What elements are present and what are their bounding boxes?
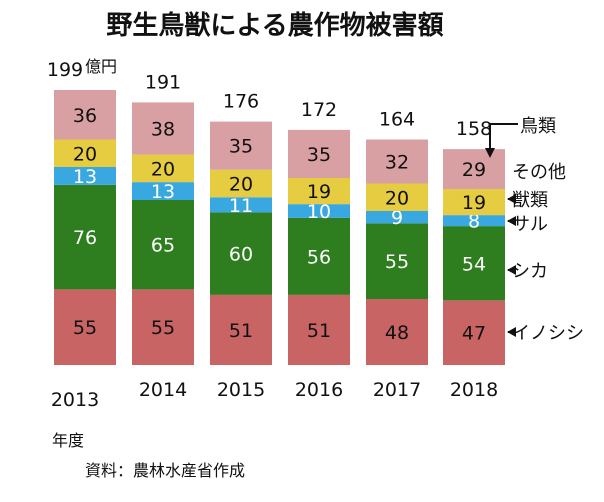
- legend-arrow-line: [489, 123, 518, 154]
- bar-segment-鳥類-2018: [443, 149, 505, 189]
- bar-segment-サル-2013: [54, 167, 116, 185]
- legend-label: サル: [512, 214, 548, 235]
- segment-value-label: 11: [229, 195, 253, 217]
- legend-arrow-head: [485, 148, 495, 158]
- segment-value-label: 35: [229, 136, 253, 158]
- source-note: 資料：農林水産省作成: [85, 461, 245, 480]
- bar-segment-獣類-2014: [132, 154, 194, 183]
- bars-group: 5576132036199201355651320381912014516011…: [47, 59, 505, 411]
- legend-label: 獣類: [512, 190, 548, 211]
- segment-value-label: 29: [462, 159, 486, 181]
- bar-segment-鳥類-2017: [366, 139, 428, 184]
- x-tick-label: 2018: [450, 379, 498, 401]
- bar-segment-鳥類-2016: [288, 129, 350, 178]
- bar-segment-サル-2015: [210, 197, 272, 213]
- x-tick-label: 2015: [217, 379, 265, 401]
- x-tick-label: 2016: [295, 379, 343, 401]
- x-tick-label: 2017: [373, 379, 421, 401]
- segment-value-label: 32: [385, 152, 409, 174]
- bar-segment-シカ-2018: [443, 226, 505, 301]
- bar-segment-シカ-2016: [288, 217, 350, 295]
- bar-segment-サル-2018: [443, 215, 505, 227]
- legend-label: シカ: [512, 261, 548, 282]
- segment-value-label: 47: [462, 323, 486, 345]
- segment-value-label: 55: [73, 317, 97, 339]
- bar-total-label: 158: [456, 118, 492, 140]
- bar-segment-シカ-2015: [210, 212, 272, 295]
- bar-segment-シカ-2013: [54, 184, 116, 290]
- bar-segment-イノシシ-2017: [366, 299, 428, 365]
- bar-segment-鳥類-2015: [210, 121, 272, 170]
- segment-value-label: 20: [73, 143, 97, 165]
- legend-label: イノシシ: [512, 323, 584, 344]
- segment-value-label: 36: [73, 105, 97, 127]
- segment-value-label: 56: [307, 246, 331, 268]
- segment-value-label: 48: [385, 322, 409, 344]
- bar-segment-鳥類-2014: [132, 102, 194, 155]
- segment-value-label: 55: [151, 317, 175, 339]
- bar-segment-サル-2014: [132, 182, 194, 200]
- bar-total-label: 199: [47, 59, 83, 81]
- segment-value-label: 51: [307, 320, 331, 342]
- bar-segment-イノシシ-2015: [210, 294, 272, 365]
- chart-title: 野生鳥獣による農作物被害額: [106, 10, 443, 41]
- bar-total-label: 176: [223, 91, 259, 113]
- bar-segment-イノシシ-2013: [54, 289, 116, 365]
- bar-segment-獣類-2018: [443, 189, 505, 216]
- bar-segment-獣類-2017: [366, 183, 428, 211]
- legend-arrow-head: [507, 194, 516, 204]
- bar-segment-イノシシ-2014: [132, 289, 194, 365]
- legend-arrow-head: [507, 327, 516, 337]
- bar-segment-獣類-2016: [288, 178, 350, 205]
- segment-value-label: 8: [468, 211, 480, 233]
- segment-value-label: 19: [462, 192, 486, 214]
- segment-value-label: 20: [229, 174, 253, 196]
- segment-value-label: 65: [151, 235, 175, 257]
- bar-total-label: 172: [301, 99, 337, 121]
- legend-arrow-head: [507, 265, 516, 275]
- segment-value-label: 51: [229, 320, 253, 342]
- x-axis-title: 年度: [52, 431, 84, 450]
- segment-value-label: 60: [229, 244, 253, 266]
- segment-value-label: 38: [151, 119, 175, 141]
- bar-segment-サル-2016: [288, 204, 350, 218]
- segment-value-label: 13: [151, 181, 175, 203]
- legend-label: その他: [512, 162, 566, 183]
- unit-label: 億円: [85, 57, 117, 76]
- bar-segment-イノシシ-2016: [288, 294, 350, 365]
- bar-segment-イノシシ-2018: [443, 300, 505, 365]
- legend-label: 鳥類: [520, 116, 556, 137]
- segment-value-label: 55: [385, 251, 409, 273]
- bar-total-label: 191: [145, 71, 181, 93]
- x-tick-label: 2013: [51, 389, 99, 411]
- segment-value-label: 20: [151, 158, 175, 180]
- x-tick-label: 2014: [139, 379, 187, 401]
- bar-segment-シカ-2017: [366, 223, 428, 299]
- segment-value-label: 54: [462, 253, 486, 275]
- segment-value-label: 35: [307, 144, 331, 166]
- bar-segment-獣類-2015: [210, 169, 272, 198]
- bar-segment-サル-2017: [366, 211, 428, 224]
- legend-arrow-head: [507, 216, 516, 226]
- bar-total-label: 164: [379, 109, 415, 131]
- segment-value-label: 13: [73, 166, 97, 188]
- segment-value-label: 10: [307, 201, 331, 223]
- segment-value-label: 19: [307, 181, 331, 203]
- segment-value-label: 20: [385, 187, 409, 209]
- bar-segment-獣類-2013: [54, 139, 116, 167]
- segment-value-label: 76: [73, 227, 97, 249]
- bar-segment-鳥類-2013: [54, 90, 116, 140]
- bar-segment-シカ-2014: [132, 200, 194, 290]
- segment-value-label: 9: [391, 207, 403, 229]
